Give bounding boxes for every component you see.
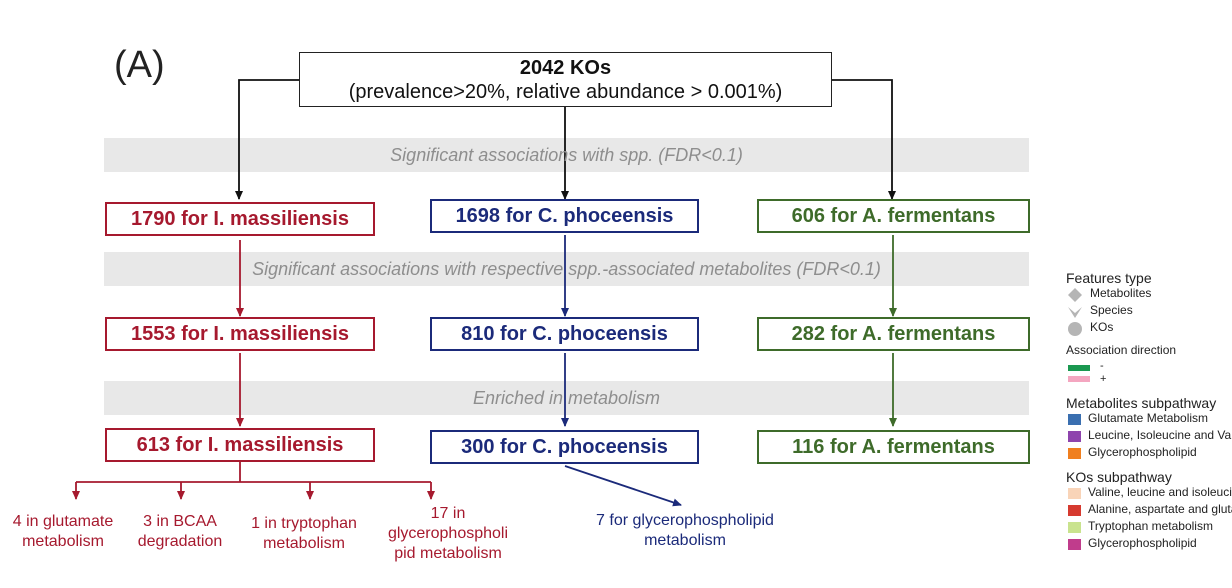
filter-band-2-text: Significant associations with respective… xyxy=(252,259,881,279)
filter-band-3 xyxy=(104,381,1029,415)
legend-ko-item: Glycerophospholipid xyxy=(1066,536,1232,553)
node-blue-row2: 810 for C. phoceensis xyxy=(430,317,699,351)
legend-feature-label: Species xyxy=(1090,303,1133,317)
legend-feature-metabolites: Metabolites xyxy=(1066,286,1232,303)
legend-ko-label: Glycerophospholipid xyxy=(1088,536,1197,550)
node-green-row1: 606 for A. fermentans xyxy=(757,199,1030,233)
arrow-top-to-green xyxy=(832,79,896,200)
circle-icon xyxy=(1068,322,1082,336)
legend-features-title: Features type xyxy=(1066,270,1152,286)
legend-met-item: Glutamate Metabolism xyxy=(1066,411,1232,428)
met-swatch xyxy=(1068,414,1081,425)
legend: Features type Metabolites Species KOs As… xyxy=(1066,270,1232,553)
leaf-glycero-blue-line2: metabolism xyxy=(644,532,726,549)
positive-swatch xyxy=(1068,376,1090,382)
arrow-top-to-red xyxy=(235,79,299,200)
leaf-glycero-red-line2: glycerophospholi xyxy=(387,525,509,542)
legend-ko-item: Valine, leucine and isoleucine xyxy=(1066,485,1232,502)
panel-label: (A) xyxy=(114,44,165,86)
node-red-row3: 613 for I. massiliensis xyxy=(105,428,375,462)
legend-met-item: Glycerophospholipid xyxy=(1066,445,1232,462)
leaf-glycero-red-line3: pid metabolism xyxy=(394,545,502,562)
leaf-tryptophan-line2: metabolism xyxy=(263,535,345,552)
legend-met-label: Glutamate Metabolism xyxy=(1088,411,1209,425)
node-red-row1: 1790 for I. massiliensis xyxy=(105,202,375,236)
leaf-bcaa-line1: 3 in BCAA xyxy=(143,513,217,530)
leaf-bcaa: 3 in BCAA degradation xyxy=(126,512,234,552)
node-blue-row3: 300 for C. phoceensis xyxy=(430,430,699,464)
leaf-bcaa-line2: degradation xyxy=(137,533,223,550)
legend-ko-label: Valine, leucine and isoleucine xyxy=(1088,485,1232,499)
legend-ko-label: Alanine, aspartate and glutamate xyxy=(1088,502,1232,516)
legend-feature-label: Metabolites xyxy=(1090,286,1152,300)
legend-met-label: Glycerophospholipid xyxy=(1088,445,1197,459)
leaf-glycerophospholipid-red: 17 in glycerophospholi pid metabolism xyxy=(370,504,526,564)
legend-ko-item: Alanine, aspartate and glutamate xyxy=(1066,502,1232,519)
ko-swatch xyxy=(1068,539,1081,550)
met-swatch xyxy=(1068,448,1081,459)
leaf-glycero-blue-line1: 7 for glycerophospholipid xyxy=(596,512,774,529)
legend-ko-label: Tryptophan metabolism xyxy=(1088,519,1213,533)
ko-swatch xyxy=(1068,505,1081,516)
legend-ko-title: KOs subpathway xyxy=(1066,469,1172,485)
filter-band-3-text: Enriched in metabolism xyxy=(472,388,661,408)
legend-ko-item: Tryptophan metabolism xyxy=(1066,519,1232,536)
leaf-glutamate-line2: metabolism xyxy=(22,533,104,550)
ko-swatch xyxy=(1068,522,1081,533)
legend-feature-kos: KOs xyxy=(1066,320,1232,337)
leaf-tryptophan: 1 in tryptophan metabolism xyxy=(238,514,370,554)
node-green-row3: 116 for A. fermentans xyxy=(757,430,1030,464)
node-blue-row1: 1698 for C. phoceensis xyxy=(430,199,699,233)
chevron-icon xyxy=(1068,307,1082,318)
total-kos-box: 2042 KOs (prevalence>20%, relative abund… xyxy=(299,52,832,107)
legend-met-item: Leucine, Isoleucine and Valine Metabolis… xyxy=(1066,428,1232,445)
met-swatch xyxy=(1068,431,1081,442)
legend-direction-label: - xyxy=(1100,360,1104,372)
filter-band-1 xyxy=(104,138,1029,172)
filter-band-2 xyxy=(104,252,1029,286)
legend-met-label: Leucine, Isoleucine and Valine Metabolis… xyxy=(1088,428,1232,442)
legend-direction-label: + xyxy=(1100,373,1107,385)
total-kos-criteria: (prevalence>20%, relative abundance > 0.… xyxy=(348,81,783,103)
node-green-row2: 282 for A. fermentans xyxy=(757,317,1030,351)
ko-swatch xyxy=(1068,488,1081,499)
diamond-icon xyxy=(1068,288,1082,302)
arrow-blue-leaf xyxy=(564,465,682,507)
leaf-glycerophospholipid-blue: 7 for glycerophospholipid metabolism xyxy=(570,511,800,551)
legend-met-title: Metabolites subpathway xyxy=(1066,395,1217,411)
legend-direction-title: Association direction xyxy=(1066,343,1177,357)
leaf-glycero-red-line1: 17 in xyxy=(430,505,466,522)
filter-band-1-text: Significant associations with spp. (FDR<… xyxy=(390,145,743,165)
leaf-tryptophan-line1: 1 in tryptophan xyxy=(251,515,357,532)
total-kos-title: 2042 KOs xyxy=(519,57,612,79)
legend-feature-species: Species xyxy=(1066,303,1232,320)
leaf-glutamate-line1: 4 in glutamate xyxy=(12,513,114,530)
negative-swatch xyxy=(1068,365,1090,371)
legend-feature-label: KOs xyxy=(1090,320,1114,334)
legend-direction-positive: + xyxy=(1066,373,1232,387)
leaf-glutamate: 4 in glutamate metabolism xyxy=(0,512,126,552)
legend-direction-negative: - xyxy=(1066,360,1232,375)
node-red-row2: 1553 for I. massiliensis xyxy=(105,317,375,351)
